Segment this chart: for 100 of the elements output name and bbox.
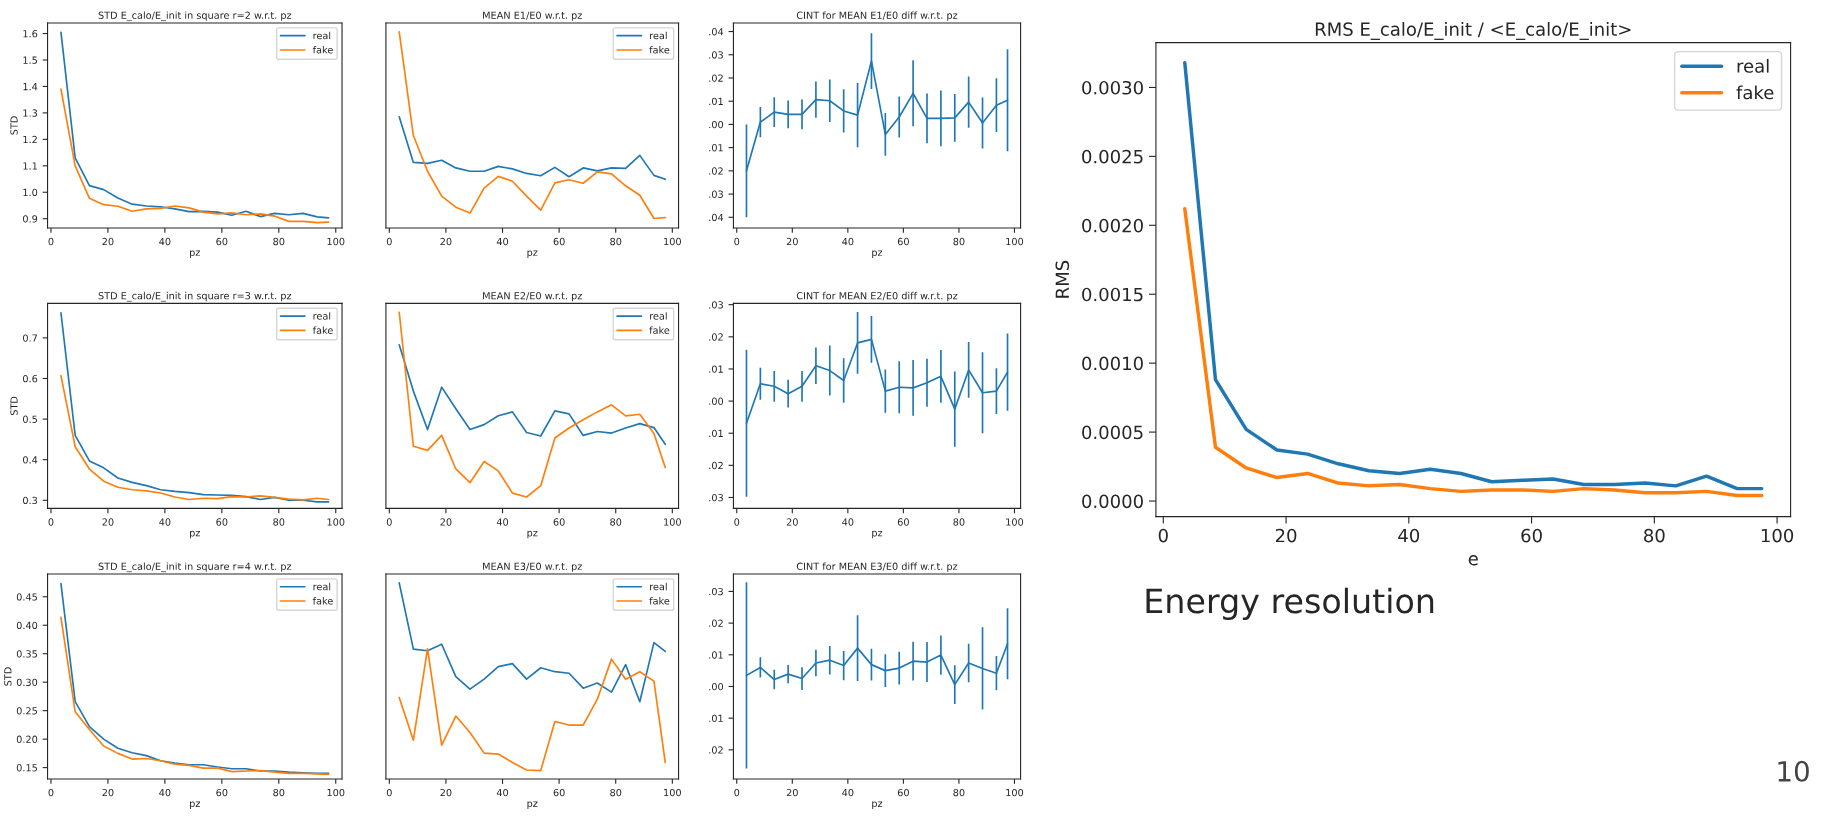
y-tick-label: .01 xyxy=(709,651,723,659)
x-tick-label: 60 xyxy=(216,788,228,797)
chart-title: CINT for MEAN E2/E0 diff w.r.t. pz xyxy=(796,291,958,302)
y-tick-label: .02 xyxy=(709,619,723,627)
y-tick-label: 1.0 xyxy=(23,188,38,197)
x-axis-title: pz xyxy=(527,530,538,539)
y-tick-label: 0.25 xyxy=(16,707,37,715)
y-axis-title: STD xyxy=(10,116,18,135)
y-tick-label: .01 xyxy=(709,429,723,438)
x-tick-label: 40 xyxy=(1398,528,1420,543)
x-tick-label: 80 xyxy=(610,788,622,797)
x-tick-label: 0 xyxy=(734,518,740,526)
y-tick-label: 0.0020 xyxy=(1082,218,1143,233)
x-tick-label: 100 xyxy=(1761,528,1794,543)
y-tick-label: .00 xyxy=(709,397,724,405)
x-tick-label: 100 xyxy=(664,237,681,246)
y-tick-label: .03 xyxy=(709,190,723,198)
x-tick-label: 0 xyxy=(48,237,54,246)
y-tick-label: 0.0025 xyxy=(1082,149,1143,164)
legend-label: real xyxy=(313,312,331,320)
x-tick-label: 60 xyxy=(1521,528,1542,543)
y-tick-label: .00 xyxy=(709,682,724,691)
x-axis-title: pz xyxy=(190,801,201,809)
x-tick-label: 80 xyxy=(610,518,622,526)
x-tick-label: 40 xyxy=(159,788,171,797)
x-axis-title: pz xyxy=(190,530,201,539)
x-tick-label: 40 xyxy=(842,237,854,246)
y-tick-label: 0.0005 xyxy=(1082,425,1143,440)
y-tick-label: 0.0000 xyxy=(1082,494,1143,509)
y-tick-label: 0.30 xyxy=(16,678,38,687)
x-axis-title: pz xyxy=(872,250,883,258)
x-axis-title: pz xyxy=(872,801,883,809)
x-tick-label: 60 xyxy=(553,237,565,246)
x-tick-label: 0 xyxy=(48,788,54,797)
y-tick-label: 0.5 xyxy=(23,415,37,423)
x-axis-title: e xyxy=(1468,555,1478,566)
y-tick-label: .03 xyxy=(709,493,723,502)
x-tick-label: 0 xyxy=(386,237,392,246)
x-tick-label: 0 xyxy=(734,788,740,797)
y-tick-label: 1.4 xyxy=(23,83,38,91)
x-tick-label: 40 xyxy=(496,518,509,526)
x-tick-label: 40 xyxy=(159,237,171,246)
x-tick-label: 100 xyxy=(327,788,345,797)
y-tick-label: .04 xyxy=(709,213,724,222)
y-tick-label: .02 xyxy=(709,167,723,175)
x-tick-label: 80 xyxy=(273,237,285,246)
y-axis-title: RMS xyxy=(1055,260,1070,298)
x-tick-label: 100 xyxy=(1006,788,1024,797)
x-tick-label: 20 xyxy=(440,518,452,526)
x-tick-label: 0 xyxy=(48,518,54,526)
x-tick-label: 0 xyxy=(386,518,392,526)
x-tick-label: 20 xyxy=(1275,528,1297,543)
x-tick-label: 40 xyxy=(159,518,171,526)
y-tick-label: .01 xyxy=(709,365,723,373)
x-tick-label: 60 xyxy=(897,518,909,526)
y-tick-label: .04 xyxy=(709,28,724,36)
y-tick-label: 0.20 xyxy=(16,735,38,743)
legend-label: fake xyxy=(312,597,333,605)
x-axis-title: pz xyxy=(527,801,538,809)
legend-label: fake xyxy=(312,45,333,54)
x-tick-label: 40 xyxy=(842,518,854,526)
y-tick-label: .00 xyxy=(709,120,724,129)
x-tick-label: 0 xyxy=(1158,528,1168,543)
y-tick-label: .03 xyxy=(709,587,723,596)
y-tick-label: 1.6 xyxy=(23,30,38,38)
legend-label: fake xyxy=(1736,85,1774,100)
x-tick-label: 0 xyxy=(734,237,740,246)
y-tick-label: 0.40 xyxy=(16,621,38,630)
line-series xyxy=(1183,207,1764,498)
x-tick-label: 40 xyxy=(496,788,509,797)
x-axis-title: pz xyxy=(872,530,883,539)
y-tick-label: 1.2 xyxy=(23,135,37,144)
y-tick-label: .03 xyxy=(709,51,723,59)
y-tick-label: .03 xyxy=(709,301,723,309)
chart-title: STD E_calo/E_init in square r=3 w.r.t. pz xyxy=(98,291,292,302)
chart-title: MEAN E3/E0 w.r.t. pz xyxy=(483,562,582,572)
x-tick-label: 100 xyxy=(327,518,345,526)
y-tick-label: 0.0010 xyxy=(1082,356,1143,371)
y-tick-label: .01 xyxy=(709,97,723,106)
text: 10 xyxy=(1778,760,1809,782)
x-tick-label: 20 xyxy=(786,237,798,246)
line-series xyxy=(60,616,330,776)
y-tick-label: .02 xyxy=(709,746,723,754)
x-tick-label: 60 xyxy=(216,237,228,246)
y-tick-label: .02 xyxy=(709,333,723,341)
legend-label: fake xyxy=(649,597,670,605)
x-tick-label: 60 xyxy=(897,788,909,797)
legend-label: fake xyxy=(649,326,670,334)
x-tick-label: 80 xyxy=(1644,528,1665,543)
y-tick-label: 0.4 xyxy=(23,456,38,464)
x-tick-label: 20 xyxy=(786,788,798,797)
y-tick-label: 0.35 xyxy=(16,650,37,658)
x-tick-label: 40 xyxy=(496,237,509,246)
x-tick-label: 100 xyxy=(1006,237,1024,246)
y-tick-label: .02 xyxy=(709,74,723,82)
legend-label: real xyxy=(650,582,667,591)
x-tick-label: 80 xyxy=(273,518,285,526)
y-tick-label: 0.0030 xyxy=(1082,80,1143,95)
y-tick-label: 0.0015 xyxy=(1082,287,1143,302)
x-tick-label: 100 xyxy=(327,237,345,246)
